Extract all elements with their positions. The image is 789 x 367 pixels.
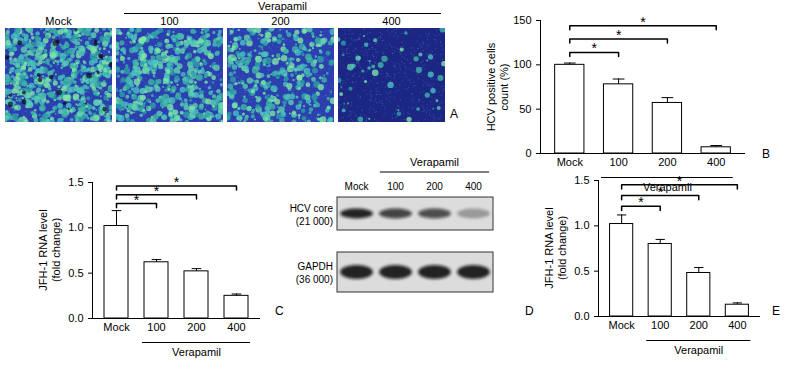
svg-text:100: 100 <box>513 58 531 70</box>
svg-text:HCV core: HCV core <box>290 203 334 214</box>
svg-text:200: 200 <box>426 181 443 192</box>
svg-text:400: 400 <box>728 319 746 331</box>
svg-text:Verapamil: Verapamil <box>643 181 692 193</box>
svg-text:*: * <box>638 194 644 210</box>
svg-text:200: 200 <box>690 319 708 331</box>
html-text:D: D <box>525 304 534 318</box>
html-text:HCV positive cells count (%): HCV positive cells count (%) <box>485 42 510 131</box>
svg-text:GAPDH: GAPDH <box>297 261 333 272</box>
svg-text:0.0: 0.0 <box>574 310 589 322</box>
html-text:JFH-1 RNA level (fold change): JFH-1 RNA level (fold change) <box>543 207 568 289</box>
svg-text:(21 000): (21 000) <box>296 216 333 227</box>
svg-text:400: 400 <box>707 156 725 168</box>
html-text:200: 200 <box>271 15 290 27</box>
html-text:E: E <box>772 304 780 318</box>
svg-text:*: * <box>640 14 646 30</box>
html-text:100: 100 <box>160 15 179 27</box>
svg-text:0.5: 0.5 <box>574 265 589 277</box>
html-text:A: A <box>450 107 458 121</box>
svg-text:Mock: Mock <box>557 156 584 168</box>
html-text:JFH-1 RNA level (fold change): JFH-1 RNA level (fold change) <box>37 209 62 291</box>
svg-text:400: 400 <box>465 181 482 192</box>
svg-text:100: 100 <box>387 181 404 192</box>
svg-text:50: 50 <box>519 103 531 115</box>
html-text:400: 400 <box>382 15 401 27</box>
svg-text:(36 000): (36 000) <box>296 274 333 285</box>
html-text:B: B <box>762 147 770 161</box>
html-text:C: C <box>275 304 284 318</box>
svg-text:*: * <box>616 27 622 43</box>
svg-text:1.5: 1.5 <box>68 176 83 188</box>
svg-text:100: 100 <box>147 321 165 333</box>
svg-text:*: * <box>677 173 683 189</box>
svg-text:400: 400 <box>227 321 245 333</box>
svg-text:*: * <box>657 184 663 200</box>
svg-text:*: * <box>591 40 597 56</box>
svg-text:Mock: Mock <box>609 319 636 331</box>
svg-text:*: * <box>154 183 160 199</box>
svg-text:Verapamil: Verapamil <box>674 344 723 356</box>
svg-text:1.0: 1.0 <box>574 219 589 231</box>
html-text:Mock: Mock <box>45 15 72 27</box>
svg-text:1.5: 1.5 <box>574 174 589 186</box>
svg-text:1.0: 1.0 <box>68 221 83 233</box>
svg-text:*: * <box>134 192 140 208</box>
svg-text:*: * <box>174 174 180 190</box>
svg-text:200: 200 <box>658 156 676 168</box>
svg-text:200: 200 <box>187 321 205 333</box>
svg-text:Mock: Mock <box>345 181 370 192</box>
svg-text:0: 0 <box>525 147 531 159</box>
svg-text:Verapamil: Verapamil <box>410 156 459 168</box>
svg-text:150: 150 <box>513 14 531 26</box>
svg-text:100: 100 <box>609 156 627 168</box>
svg-text:Verapamil: Verapamil <box>172 346 221 358</box>
svg-text:0.5: 0.5 <box>68 267 83 279</box>
html-text:Verapamil: Verapamil <box>258 0 307 12</box>
svg-text:0.0: 0.0 <box>68 312 83 324</box>
svg-text:100: 100 <box>651 319 669 331</box>
svg-text:Mock: Mock <box>103 321 130 333</box>
